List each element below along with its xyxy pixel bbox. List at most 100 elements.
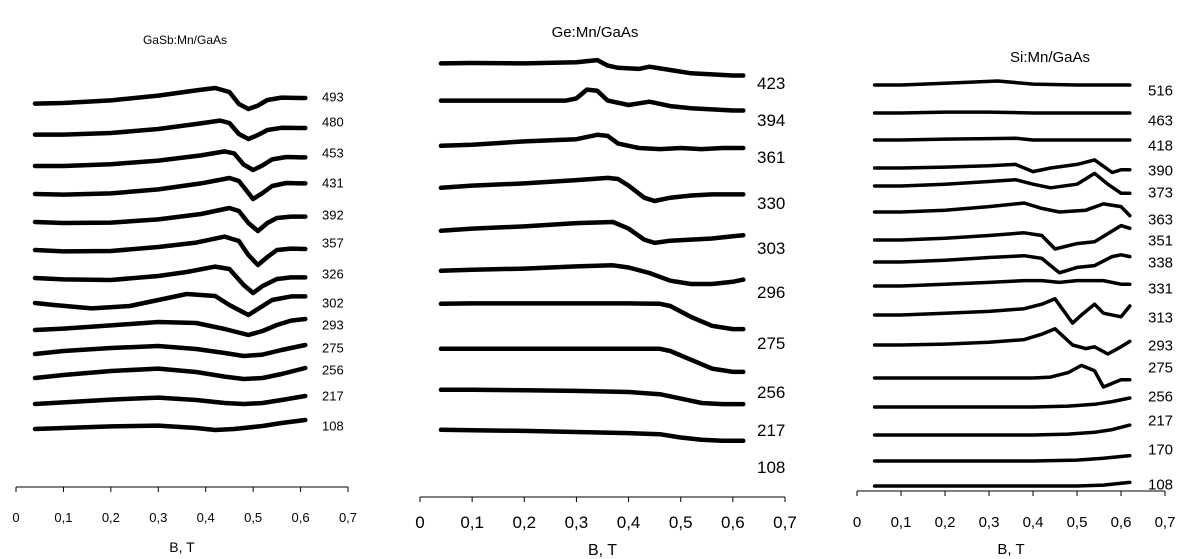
series-label-256: 256 — [1148, 388, 1173, 405]
x-axis-label: B, T — [169, 539, 195, 555]
series-line-293 — [872, 327, 1132, 356]
series-label-338: 338 — [1148, 254, 1173, 271]
series-label-170: 170 — [1148, 441, 1173, 458]
x-tick-label: 0,4 — [1023, 514, 1044, 531]
series-label-275: 275 — [757, 334, 785, 353]
series-label-313: 313 — [1148, 309, 1173, 326]
series-line-361 — [438, 132, 746, 152]
series-label-302: 302 — [322, 296, 344, 311]
series-label-480: 480 — [322, 115, 344, 130]
series-line-256 — [32, 365, 308, 382]
x-tick-label: 0,7 — [773, 513, 797, 532]
series-label-493: 493 — [322, 90, 344, 105]
chart-title: Ge:Mn/GaAs — [552, 24, 639, 41]
series-line-303 — [438, 219, 746, 246]
series-line-293 — [32, 316, 308, 338]
series-label-357: 357 — [322, 236, 344, 251]
series-line-363 — [872, 201, 1132, 218]
x-tick-label: 0,4 — [617, 513, 641, 532]
series-line-390 — [872, 158, 1132, 175]
series-line-108 — [872, 480, 1132, 488]
x-tick-label: 0,5 — [244, 510, 262, 525]
x-tick-label: 0,6 — [292, 510, 310, 525]
series-line-302 — [32, 291, 308, 318]
series-label-373: 373 — [1148, 184, 1173, 201]
series-line-480 — [32, 118, 308, 142]
series-line-275 — [438, 301, 746, 332]
series-line-418 — [872, 136, 1132, 142]
x-tick-label: 0 — [12, 510, 19, 525]
x-tick-label: 0,1 — [891, 514, 912, 531]
x-tick-label: 0,4 — [197, 510, 215, 525]
series-label-351: 351 — [1148, 232, 1173, 249]
series-label-361: 361 — [757, 148, 785, 167]
series-label-293: 293 — [1148, 337, 1173, 354]
x-axis-label: B, T — [997, 541, 1024, 558]
series-line-256 — [872, 396, 1132, 409]
series-label-217: 217 — [1148, 412, 1173, 429]
x-tick-label: 0,3 — [979, 514, 1000, 531]
series-label-256: 256 — [757, 383, 785, 402]
x-tick-label: 0,2 — [102, 510, 120, 525]
x-tick-label: 0,7 — [1155, 514, 1176, 531]
series-label-303: 303 — [757, 239, 785, 258]
chart-panel-ge: Ge:Mn/GaAs 0 0,1 0,2 0,3 0,4 0,5 0,6 0,7 B, T 423 3… — [415, 24, 797, 559]
series-label-453: 453 — [322, 146, 344, 161]
chart-panel-si: Si:Mn/GaAs 0 0,1 0,2 0,3 0,4 0,5 0,6 0,7 B, T 516 4… — [853, 49, 1176, 558]
x-tick-label: 0,7 — [339, 510, 357, 525]
series-label-390: 390 — [1148, 162, 1173, 179]
x-tick-label: 0 — [415, 513, 424, 532]
series-line-256 — [438, 346, 746, 375]
x-tick-label: 0,3 — [565, 513, 589, 532]
chart-title: GaSb:Mn/GaAs — [143, 33, 227, 47]
series-line-217 — [32, 393, 308, 407]
series-line-326 — [32, 264, 308, 296]
series-line-313 — [872, 297, 1132, 325]
x-tick-label: 0,6 — [721, 513, 745, 532]
series-label-392: 392 — [322, 208, 344, 223]
series-label-431: 431 — [322, 176, 344, 191]
series-line-217 — [438, 387, 746, 407]
series-label-256: 256 — [322, 363, 344, 378]
series-line-394 — [438, 87, 746, 113]
series-line-431 — [32, 175, 308, 202]
series-line-330 — [438, 175, 746, 204]
x-axis-label: B, T — [588, 542, 617, 559]
series-line-296 — [438, 263, 746, 287]
series-line-423 — [438, 57, 746, 78]
series-line-516 — [872, 79, 1132, 87]
series-label-275: 275 — [1148, 359, 1173, 376]
series-line-357 — [32, 234, 308, 268]
x-tick-label: 0,2 — [935, 514, 956, 531]
series-label-108: 108 — [1148, 476, 1173, 493]
series-line-108 — [32, 417, 308, 433]
series-label-330: 330 — [757, 194, 785, 213]
chart-title: Si:Mn/GaAs — [1010, 49, 1090, 66]
series-label-463: 463 — [1148, 112, 1173, 129]
x-tick-label: 0 — [853, 514, 861, 531]
series-label-108: 108 — [757, 458, 785, 477]
series-line-217 — [872, 423, 1132, 437]
series-label-418: 418 — [1148, 137, 1173, 154]
series-line-373 — [872, 171, 1132, 195]
x-tick-label: 0,5 — [669, 513, 693, 532]
x-tick-label: 0,1 — [460, 513, 484, 532]
series-label-326: 326 — [322, 267, 344, 282]
series-line-453 — [32, 149, 308, 173]
series-line-275 — [872, 363, 1132, 389]
series-label-516: 516 — [1148, 82, 1173, 99]
series-label-394: 394 — [757, 111, 785, 130]
series-label-423: 423 — [757, 74, 785, 93]
series-label-217: 217 — [322, 389, 344, 404]
series-line-275 — [32, 342, 308, 359]
series-label-108: 108 — [322, 419, 344, 434]
x-tick-label: 0,2 — [512, 513, 536, 532]
chart-panel-gasb: GaSb:Mn/GaAs 0 0,1 0,2 0,3 0,4 0,5 0,6 0,7 B, T 49… — [12, 33, 357, 555]
series-label-275: 275 — [322, 341, 344, 356]
x-tick-label: 0,3 — [149, 510, 167, 525]
x-tick-label: 0,6 — [1111, 514, 1132, 531]
series-label-293: 293 — [322, 318, 344, 333]
series-label-331: 331 — [1148, 280, 1173, 297]
series-line-338 — [872, 253, 1132, 275]
